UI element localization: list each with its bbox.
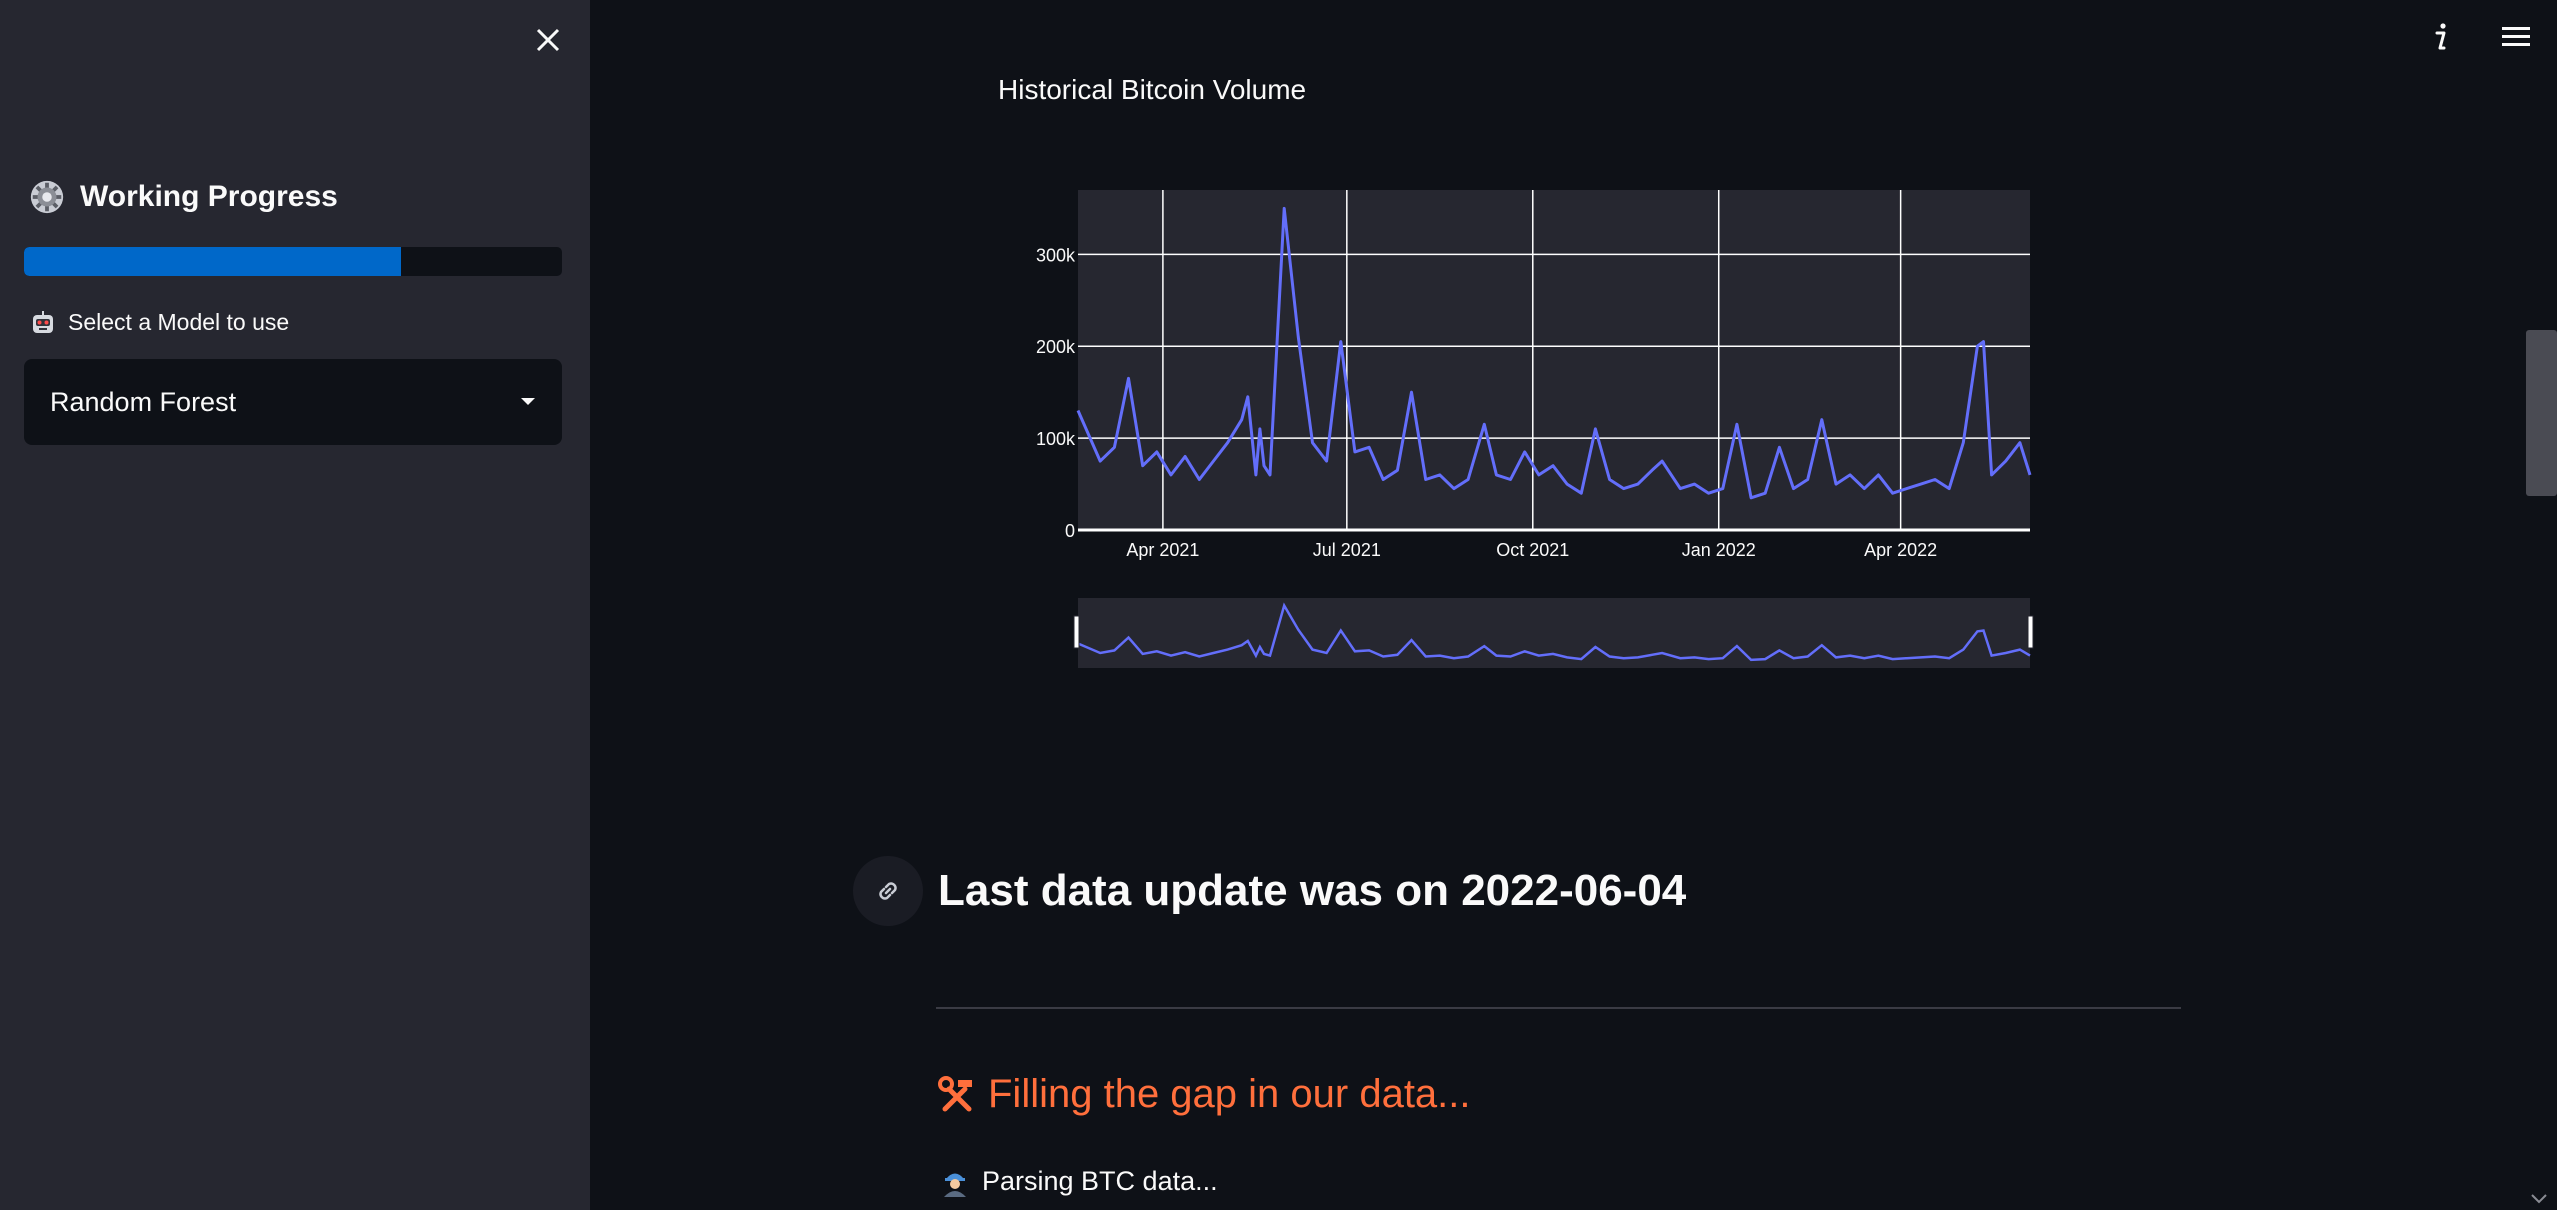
hammer-wrench-icon <box>938 1075 972 1111</box>
series-line <box>1076 206 2032 500</box>
y-tick-label: 300k <box>1036 245 1076 265</box>
close-sidebar-button[interactable] <box>528 20 568 60</box>
heading-anchor-link-button[interactable] <box>853 856 923 926</box>
x-tick-label: Apr 2021 <box>1126 540 1199 560</box>
chart-title: Historical Bitcoin Volume <box>998 74 1307 105</box>
hamburger-menu-icon[interactable] <box>2496 20 2536 54</box>
progress-heading: Working Progress <box>28 178 338 216</box>
scrollbar-thumb[interactable] <box>2526 330 2557 496</box>
sidebar: Working Progress Select a Model to use R… <box>0 0 590 1210</box>
close-icon <box>536 28 560 52</box>
range-slider-series-line <box>1077 602 2031 662</box>
status-text: Parsing BTC data... <box>982 1166 1218 1196</box>
info-icon[interactable] <box>2424 20 2458 54</box>
x-tick-label: Jul 2021 <box>1313 540 1381 560</box>
x-tick-label: Apr 2022 <box>1864 540 1937 560</box>
progress-bar-fill <box>24 247 401 276</box>
model-select-value: Random Forest <box>50 386 237 417</box>
scrollbar-track[interactable] <box>2525 0 2557 1210</box>
link-icon <box>879 882 897 900</box>
model-label-text: Select a Model to use <box>68 309 290 335</box>
bitcoin-volume-chart[interactable]: 0 100k 200k 300k Apr 2021 Jul 2021 Oct 2021 Jan… <box>1000 170 2060 680</box>
model-select-dropdown[interactable]: Random Forest <box>24 359 562 445</box>
model-select-label: Select a Model to use <box>30 309 289 336</box>
robot-icon <box>33 310 53 333</box>
x-tick-label: Oct 2021 <box>1496 540 1569 560</box>
worker-icon <box>944 1173 966 1197</box>
range-slider-right-handle[interactable] <box>2027 615 2034 649</box>
status-line: Parsing BTC data... <box>940 1166 1218 1197</box>
range-slider-left-handle[interactable] <box>1073 615 1080 649</box>
x-tick-label: Jan 2022 <box>1682 540 1756 560</box>
scroll-down-arrow-icon[interactable] <box>2528 1188 2550 1208</box>
progress-bar <box>24 247 562 276</box>
gear-icon <box>30 180 64 214</box>
y-tick-label: 200k <box>1036 337 1076 357</box>
caret-down-icon <box>521 398 535 405</box>
y-tick-label: 100k <box>1036 429 1076 449</box>
last-update-heading: Last data update was on 2022-06-04 <box>938 866 1687 915</box>
section-divider <box>936 1007 2181 1009</box>
progress-title-text: Working Progress <box>80 180 338 213</box>
plot-area <box>1078 190 2030 530</box>
gap-heading-text: Filling the gap in our data... <box>988 1072 1471 1116</box>
filling-gap-heading: Filling the gap in our data... <box>938 1072 1471 1117</box>
y-tick-label: 0 <box>1065 521 1075 541</box>
